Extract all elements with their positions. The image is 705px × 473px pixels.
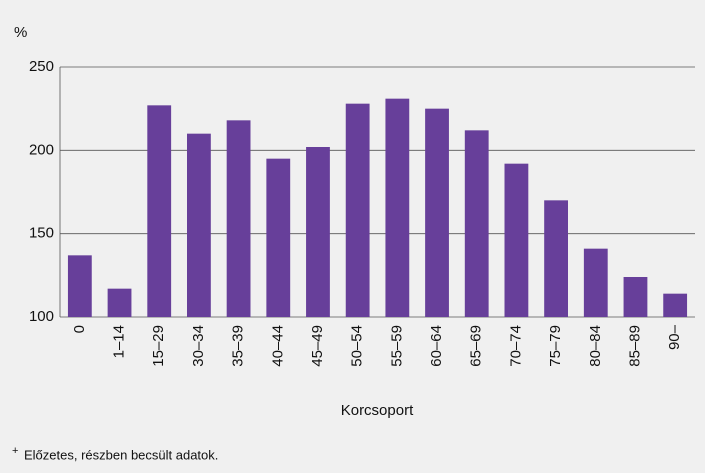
footnote-marker: + (12, 445, 18, 457)
y-tick-label: 100 (29, 308, 54, 325)
bar (306, 147, 330, 317)
bar (187, 133, 211, 317)
bar (544, 200, 568, 317)
y-tick-label: 250 (29, 58, 54, 75)
bar (623, 277, 648, 317)
x-tick-label: 15–29 (150, 325, 167, 367)
x-tick-label: 45–49 (309, 325, 326, 367)
x-tick-label: 35–39 (230, 325, 247, 367)
x-tick-label: 65–69 (468, 325, 485, 367)
bar (504, 163, 529, 317)
x-axis-label: Korcsoport (341, 402, 414, 419)
bar (67, 255, 92, 317)
bar (425, 108, 449, 318)
x-tick-label: 0 (71, 325, 88, 333)
x-tick-label: 80–84 (587, 325, 604, 367)
bar (663, 293, 688, 317)
bar (583, 248, 608, 317)
bar (345, 103, 370, 318)
y-tick-label: 200 (29, 141, 54, 158)
x-tick-label: 50–54 (349, 325, 366, 367)
bar (266, 158, 291, 317)
y-axis-label: % (14, 24, 27, 41)
x-tick-label: 90– (666, 324, 683, 350)
x-tick-label: 30–34 (190, 325, 207, 367)
x-tick-label: 75–79 (547, 325, 564, 367)
bar (147, 105, 172, 317)
x-tick-label: 85–89 (626, 325, 643, 367)
bar (226, 120, 251, 317)
y-tick-label: 150 (29, 225, 54, 242)
x-tick-label: 55–59 (388, 325, 405, 367)
bar (464, 130, 489, 317)
bar (385, 98, 410, 318)
x-tick-label: 40–44 (269, 325, 286, 367)
x-tick-label: 70–74 (507, 325, 524, 367)
footnote: Előzetes, részben becsült adatok. (24, 447, 218, 462)
x-tick-label: 60–64 (428, 325, 445, 367)
x-tick-label: 1–14 (111, 325, 128, 358)
bar (107, 288, 132, 317)
